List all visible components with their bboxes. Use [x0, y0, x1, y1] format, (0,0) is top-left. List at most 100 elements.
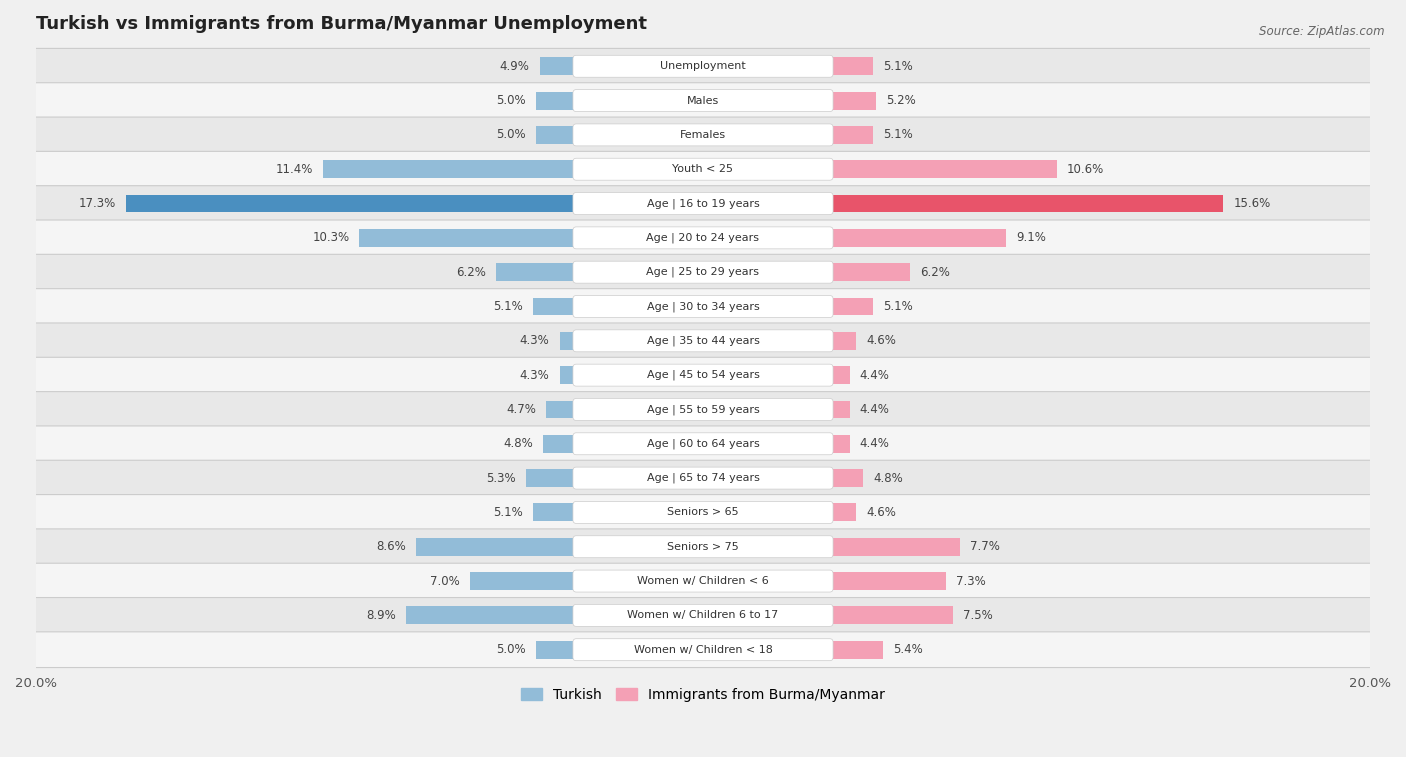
Bar	[703, 572, 946, 590]
Text: 5.0%: 5.0%	[496, 643, 526, 656]
Text: Seniors > 75: Seniors > 75	[666, 542, 740, 552]
Bar	[703, 366, 849, 384]
Text: 5.1%: 5.1%	[883, 60, 912, 73]
Text: 4.4%: 4.4%	[859, 403, 890, 416]
Text: Age | 25 to 29 years: Age | 25 to 29 years	[647, 267, 759, 277]
Bar	[360, 229, 703, 247]
Text: 4.4%: 4.4%	[859, 369, 890, 382]
Text: Age | 60 to 64 years: Age | 60 to 64 years	[647, 438, 759, 449]
Bar	[406, 606, 703, 625]
FancyBboxPatch shape	[572, 124, 834, 146]
Bar	[496, 263, 703, 281]
Bar	[703, 640, 883, 659]
FancyBboxPatch shape	[35, 426, 1371, 462]
Bar	[703, 263, 910, 281]
Bar	[127, 195, 703, 213]
Bar	[703, 58, 873, 75]
FancyBboxPatch shape	[572, 330, 834, 352]
Text: 4.4%: 4.4%	[859, 438, 890, 450]
Text: 17.3%: 17.3%	[79, 197, 117, 210]
FancyBboxPatch shape	[35, 117, 1371, 153]
Text: 7.5%: 7.5%	[963, 609, 993, 622]
Legend: Turkish, Immigrants from Burma/Myanmar: Turkish, Immigrants from Burma/Myanmar	[516, 682, 890, 707]
FancyBboxPatch shape	[572, 570, 834, 592]
Text: Women w/ Children 6 to 17: Women w/ Children 6 to 17	[627, 610, 779, 621]
Text: Females: Females	[681, 130, 725, 140]
Bar	[323, 160, 703, 178]
FancyBboxPatch shape	[572, 261, 834, 283]
Text: 15.6%: 15.6%	[1233, 197, 1271, 210]
Text: 11.4%: 11.4%	[276, 163, 312, 176]
FancyBboxPatch shape	[572, 501, 834, 523]
Text: 5.1%: 5.1%	[494, 506, 523, 519]
Text: 4.3%: 4.3%	[520, 335, 550, 347]
FancyBboxPatch shape	[35, 288, 1371, 324]
FancyBboxPatch shape	[35, 220, 1371, 256]
Text: 4.6%: 4.6%	[866, 335, 896, 347]
Bar	[560, 366, 703, 384]
Bar	[533, 503, 703, 522]
Text: 10.6%: 10.6%	[1067, 163, 1104, 176]
FancyBboxPatch shape	[35, 254, 1371, 290]
Text: 5.0%: 5.0%	[496, 94, 526, 107]
Bar	[703, 503, 856, 522]
FancyBboxPatch shape	[35, 563, 1371, 599]
FancyBboxPatch shape	[572, 467, 834, 489]
Text: 4.9%: 4.9%	[499, 60, 530, 73]
Text: 4.8%: 4.8%	[503, 438, 533, 450]
FancyBboxPatch shape	[572, 89, 834, 111]
FancyBboxPatch shape	[35, 460, 1371, 496]
Bar	[543, 435, 703, 453]
Text: 5.1%: 5.1%	[883, 300, 912, 313]
Text: 7.0%: 7.0%	[430, 575, 460, 587]
FancyBboxPatch shape	[572, 639, 834, 661]
Text: Women w/ Children < 18: Women w/ Children < 18	[634, 645, 772, 655]
Bar	[536, 126, 703, 144]
Text: Source: ZipAtlas.com: Source: ZipAtlas.com	[1260, 25, 1385, 38]
Bar	[470, 572, 703, 590]
Text: 5.2%: 5.2%	[886, 94, 917, 107]
Bar	[703, 126, 873, 144]
FancyBboxPatch shape	[572, 227, 834, 249]
Text: 5.0%: 5.0%	[496, 129, 526, 142]
Text: 4.8%: 4.8%	[873, 472, 903, 484]
Bar	[703, 332, 856, 350]
FancyBboxPatch shape	[572, 158, 834, 180]
Bar	[540, 58, 703, 75]
Text: 5.4%: 5.4%	[893, 643, 922, 656]
FancyBboxPatch shape	[572, 192, 834, 214]
Text: 8.6%: 8.6%	[377, 540, 406, 553]
FancyBboxPatch shape	[35, 632, 1371, 668]
Text: 7.3%: 7.3%	[956, 575, 986, 587]
Text: 9.1%: 9.1%	[1017, 232, 1046, 245]
Text: Youth < 25: Youth < 25	[672, 164, 734, 174]
Text: 4.3%: 4.3%	[520, 369, 550, 382]
FancyBboxPatch shape	[572, 536, 834, 558]
Text: Age | 55 to 59 years: Age | 55 to 59 years	[647, 404, 759, 415]
Bar	[703, 469, 863, 487]
FancyBboxPatch shape	[572, 55, 834, 77]
Text: Age | 30 to 34 years: Age | 30 to 34 years	[647, 301, 759, 312]
Bar	[703, 400, 849, 419]
Text: 5.3%: 5.3%	[486, 472, 516, 484]
Text: 5.1%: 5.1%	[494, 300, 523, 313]
Text: Age | 65 to 74 years: Age | 65 to 74 years	[647, 473, 759, 484]
FancyBboxPatch shape	[35, 529, 1371, 565]
Text: Age | 16 to 19 years: Age | 16 to 19 years	[647, 198, 759, 209]
Bar	[703, 298, 873, 316]
Text: 7.7%: 7.7%	[970, 540, 1000, 553]
FancyBboxPatch shape	[572, 364, 834, 386]
Text: Women w/ Children < 6: Women w/ Children < 6	[637, 576, 769, 586]
Text: 10.3%: 10.3%	[312, 232, 350, 245]
FancyBboxPatch shape	[35, 48, 1371, 84]
Bar	[416, 537, 703, 556]
Bar	[547, 400, 703, 419]
Bar	[703, 606, 953, 625]
Text: Turkish vs Immigrants from Burma/Myanmar Unemployment: Turkish vs Immigrants from Burma/Myanmar…	[37, 15, 647, 33]
Bar	[703, 160, 1056, 178]
FancyBboxPatch shape	[35, 151, 1371, 187]
Bar	[536, 92, 703, 110]
Text: 4.6%: 4.6%	[866, 506, 896, 519]
FancyBboxPatch shape	[35, 357, 1371, 393]
FancyBboxPatch shape	[35, 391, 1371, 427]
